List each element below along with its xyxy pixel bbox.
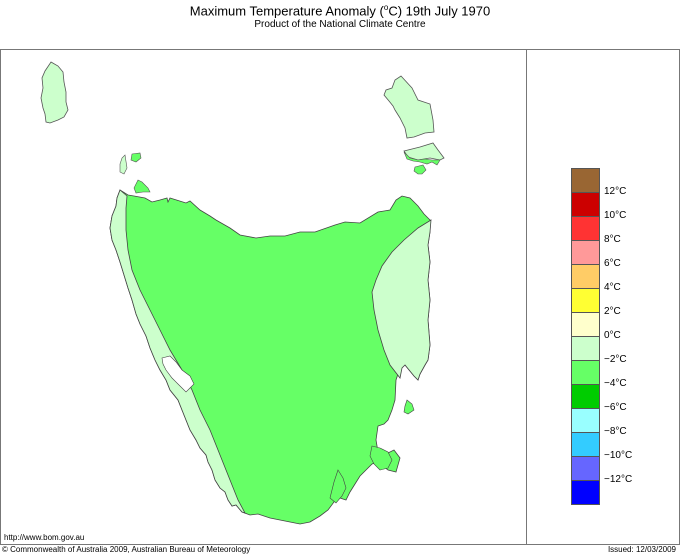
west-coast-band (109, 189, 246, 514)
map-title: Maximum Temperature Anomaly (oC) 19th Ju… (0, 0, 680, 19)
legend-label: 10°C (604, 210, 627, 221)
bruny-island (329, 469, 347, 504)
flinders-island (383, 75, 435, 139)
king-island (40, 61, 69, 124)
cape-barren-island (403, 142, 445, 161)
legend-label: −2°C (604, 354, 627, 365)
legend-label: 8°C (604, 234, 621, 245)
legend-label: −6°C (604, 402, 627, 413)
legend-box (571, 456, 600, 480)
robbins-island (133, 179, 151, 194)
legend-box (571, 168, 600, 192)
map-subtitle: Product of the National Climate Centre (254, 19, 426, 30)
legend-box (571, 336, 600, 360)
legend-label: 4°C (604, 282, 621, 293)
legend-label: −12°C (604, 474, 633, 485)
tasman-peninsula (369, 445, 393, 471)
clarke-island (413, 164, 427, 175)
macquarie-harbour (161, 355, 195, 393)
legend-box (571, 432, 600, 456)
three-hummock-island (130, 152, 142, 163)
legend-box (571, 384, 600, 408)
degree-sup: o (383, 3, 389, 12)
legend-box (571, 264, 600, 288)
east-coast-region (371, 219, 432, 381)
copyright-text: © Commonwealth of Australia 2009, Austra… (2, 545, 251, 554)
tasmania-map (40, 61, 445, 525)
legend-box (571, 312, 600, 336)
legend-label: −4°C (604, 378, 627, 389)
issued-date: Issued: 12/03/2009 (607, 545, 676, 554)
cape-barren-south (403, 151, 441, 166)
legend-label: −10°C (604, 450, 633, 461)
legend-box (571, 240, 600, 264)
legend-box (571, 480, 600, 505)
legend-box (571, 360, 600, 384)
legend-label: −8°C (604, 426, 627, 437)
hunter-island (119, 154, 128, 175)
legend-label: 12°C (604, 186, 627, 197)
title-suffix: C) 19th July 1970 (388, 3, 491, 19)
legend-box (571, 288, 600, 312)
legend-label: 6°C (604, 258, 621, 269)
legend-label: 0°C (604, 330, 621, 341)
bom-url: http://www.bom.gov.au (4, 533, 85, 542)
legend-box (571, 216, 600, 240)
title-prefix: Maximum Temperature Anomaly ( (189, 3, 384, 19)
legend-box (571, 192, 600, 216)
legend-divider (526, 49, 527, 544)
legend-label: 2°C (604, 306, 621, 317)
legend-box (571, 408, 600, 432)
legend-color-bar (571, 168, 600, 505)
maria-island (403, 399, 415, 415)
